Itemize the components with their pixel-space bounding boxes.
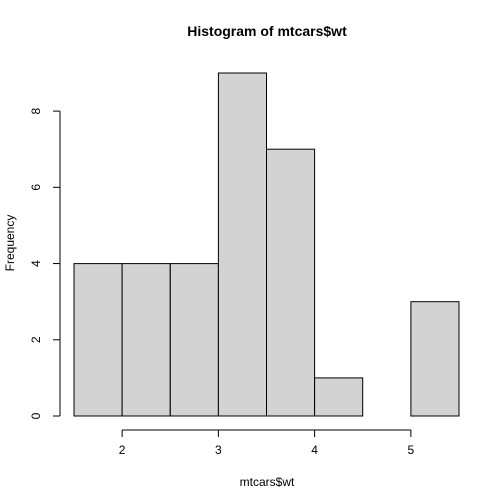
histogram-bar-2 — [169, 263, 219, 417]
x-tick-label: 4 — [311, 443, 318, 457]
x-tick-label: 5 — [408, 443, 415, 457]
histogram-bar-1 — [121, 263, 171, 417]
chart-title: Histogram of mtcars$wt — [187, 23, 347, 39]
y-tick-label: 2 — [29, 336, 43, 343]
y-tick-label: 6 — [29, 184, 43, 191]
x-axis: 2 3 4 5 — [119, 429, 415, 457]
x-tick-label: 3 — [215, 443, 222, 457]
histogram-bar-5 — [314, 377, 364, 417]
x-axis-label: mtcars$wt — [240, 475, 295, 489]
histogram-bar-7 — [410, 301, 460, 417]
histogram-bar-4 — [266, 148, 316, 417]
x-tick-label: 2 — [119, 443, 126, 457]
y-tick-label: 8 — [29, 107, 43, 114]
y-axis: 0 2 4 6 8 — [29, 107, 61, 419]
y-axis-label: Frequency — [3, 215, 17, 272]
histogram-bar-3 — [217, 72, 267, 417]
bars-group — [73, 72, 460, 417]
y-tick-label: 0 — [29, 412, 43, 419]
histogram-bar-0 — [73, 263, 123, 417]
y-tick-label: 4 — [29, 260, 43, 267]
